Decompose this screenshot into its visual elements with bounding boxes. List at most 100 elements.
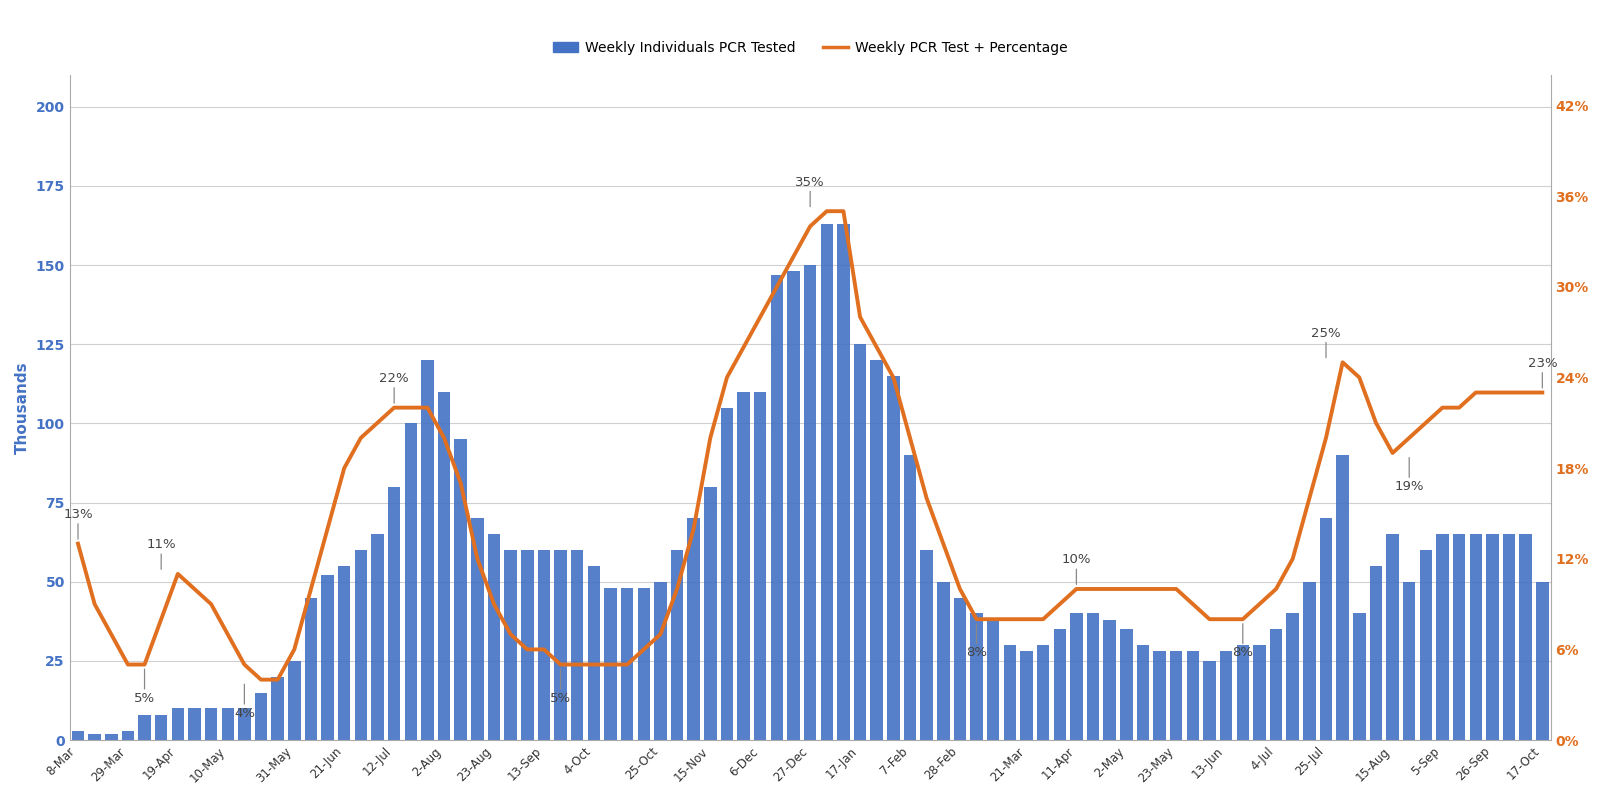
Bar xyxy=(188,709,200,740)
Bar xyxy=(172,709,184,740)
Bar xyxy=(887,376,900,740)
Bar xyxy=(1320,518,1333,740)
Text: 23%: 23% xyxy=(1527,357,1557,388)
Bar xyxy=(1420,550,1432,740)
Text: 5%: 5% xyxy=(135,669,156,705)
Bar xyxy=(104,734,117,740)
Bar xyxy=(621,588,634,740)
Bar xyxy=(338,566,350,740)
Bar xyxy=(654,582,667,740)
Bar xyxy=(1436,534,1448,740)
Bar xyxy=(388,486,401,740)
Bar xyxy=(670,550,683,740)
Bar xyxy=(1187,651,1200,740)
Bar xyxy=(371,534,383,740)
Bar xyxy=(1088,614,1099,740)
Bar xyxy=(1036,645,1049,740)
Bar xyxy=(1137,645,1148,740)
Bar xyxy=(156,714,167,740)
Bar xyxy=(903,455,916,740)
Text: 4%: 4% xyxy=(234,684,255,720)
Bar xyxy=(88,734,101,740)
Bar xyxy=(138,714,151,740)
Bar xyxy=(871,360,882,740)
Bar xyxy=(1104,620,1116,740)
Bar xyxy=(1070,614,1083,740)
Bar xyxy=(472,518,483,740)
Text: 35%: 35% xyxy=(796,175,824,206)
Bar xyxy=(1370,566,1383,740)
Bar xyxy=(1221,651,1232,740)
Bar xyxy=(605,588,616,740)
Bar xyxy=(837,224,850,740)
Bar xyxy=(986,620,999,740)
Bar xyxy=(221,709,234,740)
Bar xyxy=(954,598,966,740)
Bar xyxy=(1537,582,1548,740)
Bar xyxy=(1120,630,1132,740)
Bar xyxy=(688,518,699,740)
Bar xyxy=(1153,651,1166,740)
Bar xyxy=(1270,630,1282,740)
Bar xyxy=(738,392,749,740)
Bar xyxy=(1487,534,1498,740)
Text: 5%: 5% xyxy=(550,669,571,705)
Bar xyxy=(354,550,367,740)
Bar xyxy=(404,423,417,740)
Bar xyxy=(1237,645,1250,740)
Bar xyxy=(321,575,334,740)
Bar xyxy=(788,271,800,740)
Text: 13%: 13% xyxy=(63,508,93,539)
Y-axis label: Thousands: Thousands xyxy=(14,362,30,454)
Bar xyxy=(1336,455,1349,740)
Bar xyxy=(205,709,218,740)
Bar xyxy=(821,224,832,740)
Bar xyxy=(1302,582,1315,740)
Bar xyxy=(804,265,816,740)
Bar xyxy=(1020,651,1033,740)
Text: 19%: 19% xyxy=(1394,458,1424,493)
Bar xyxy=(1404,582,1415,740)
Bar xyxy=(937,582,950,740)
Bar xyxy=(1253,645,1266,740)
Bar xyxy=(587,566,600,740)
Text: 8%: 8% xyxy=(966,624,986,659)
Bar xyxy=(521,550,534,740)
Bar xyxy=(537,550,550,740)
Bar xyxy=(770,274,783,740)
Bar xyxy=(1169,651,1182,740)
Bar xyxy=(1286,614,1299,740)
Bar xyxy=(1354,614,1365,740)
Text: 11%: 11% xyxy=(146,538,176,570)
Bar xyxy=(1386,534,1399,740)
Bar xyxy=(970,614,983,740)
Bar xyxy=(555,550,566,740)
Bar xyxy=(754,392,767,740)
Bar xyxy=(1004,645,1015,740)
Bar xyxy=(637,588,650,740)
Bar xyxy=(438,392,451,740)
Text: 22%: 22% xyxy=(379,372,409,403)
Bar xyxy=(255,693,268,740)
Bar xyxy=(1453,534,1466,740)
Bar xyxy=(704,486,717,740)
Text: 25%: 25% xyxy=(1310,326,1341,358)
Bar xyxy=(1054,630,1067,740)
Bar xyxy=(237,709,250,740)
Bar xyxy=(1519,534,1532,740)
Bar xyxy=(422,360,433,740)
Bar xyxy=(853,344,866,740)
Bar xyxy=(488,534,500,740)
Bar xyxy=(720,408,733,740)
Bar xyxy=(504,550,516,740)
Bar xyxy=(122,730,135,740)
Bar xyxy=(289,661,300,740)
Bar xyxy=(921,550,934,740)
Bar xyxy=(1503,534,1516,740)
Bar xyxy=(571,550,584,740)
Legend: Weekly Individuals PCR Tested, Weekly PCR Test + Percentage: Weekly Individuals PCR Tested, Weekly PC… xyxy=(547,35,1073,61)
Text: 10%: 10% xyxy=(1062,554,1091,585)
Bar xyxy=(1203,661,1216,740)
Text: 8%: 8% xyxy=(1232,624,1253,659)
Bar xyxy=(271,677,284,740)
